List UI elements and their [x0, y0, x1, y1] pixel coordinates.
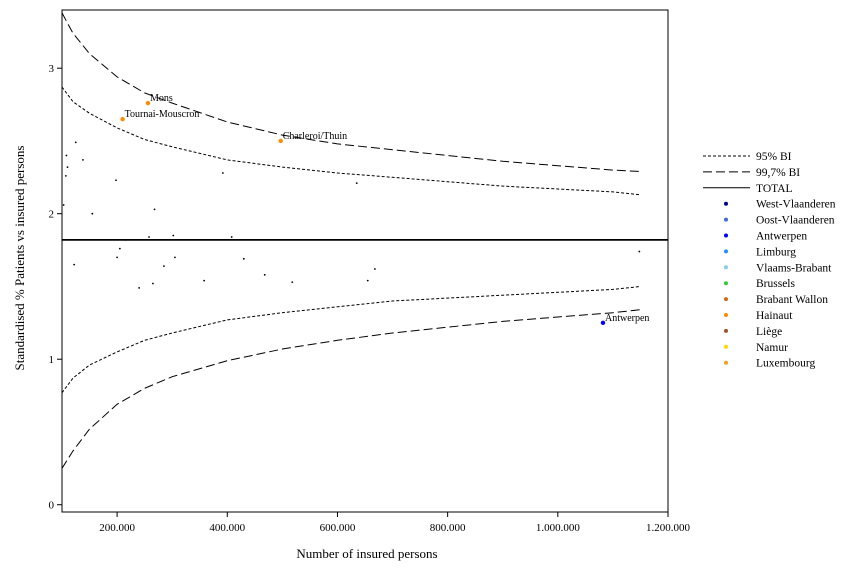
legend-label: Vlaams-Brabant	[756, 262, 832, 274]
legend-label: Liège	[756, 326, 782, 338]
data-point	[291, 281, 294, 283]
point-label: Tournai-Mouscron	[125, 109, 200, 120]
legend-label: 95% BI	[756, 151, 792, 163]
legend-label: Hainaut	[756, 310, 793, 322]
legend-dot-swatch	[724, 265, 728, 270]
data-point	[118, 247, 121, 250]
legend-label: Luxembourg	[756, 358, 815, 370]
legend-item: Brussels	[724, 278, 796, 290]
legend-dot-swatch	[724, 297, 728, 302]
legend-dot-swatch	[724, 328, 728, 333]
ci997-upper-line	[62, 12, 641, 172]
x-tick-label: 800.000	[430, 522, 466, 534]
legend-label: Limburg	[756, 246, 796, 258]
x-tick-label: 1.000.000	[536, 522, 581, 534]
legend-item: West-Vlaanderen	[724, 199, 836, 211]
legend-item: Hainaut	[724, 310, 793, 322]
y-tick-label: 0	[49, 500, 55, 512]
data-point	[115, 179, 117, 182]
data-point	[66, 166, 69, 169]
legend-item: TOTAL	[703, 183, 793, 195]
plot-frame	[61, 9, 669, 513]
legend-dot-swatch	[724, 249, 728, 254]
legend-item: Liège	[724, 326, 782, 338]
y-tick-label: 3	[49, 63, 55, 75]
legend-item: Oost-Vlaanderen	[724, 215, 835, 227]
data-point	[91, 212, 94, 215]
data-point	[138, 287, 141, 289]
data-point	[64, 174, 67, 177]
data-point	[172, 234, 175, 237]
highlighted-point	[120, 116, 125, 122]
legend-label: Brussels	[756, 278, 796, 290]
legend-dot-swatch	[724, 233, 728, 238]
legend-label: TOTAL	[756, 183, 793, 195]
legend-dot-swatch	[724, 344, 728, 349]
data-point	[65, 154, 68, 157]
data-point	[62, 204, 65, 206]
legend-item: Limburg	[724, 246, 796, 258]
point-label: Antwerpen	[605, 313, 649, 324]
x-tick-label: 200.000	[99, 522, 135, 534]
legend-label: Oost-Vlaanderen	[756, 215, 835, 227]
point-label: Charleroi/Thuin	[283, 131, 347, 142]
legend-dot-swatch	[724, 313, 728, 317]
highlighted-point	[600, 320, 606, 326]
legend-dot-swatch	[724, 281, 728, 286]
legend-item: 99,7% BI	[703, 167, 800, 179]
data-point	[263, 273, 266, 276]
legend-label: West-Vlaanderen	[756, 199, 836, 211]
data-point	[374, 268, 376, 270]
y-tick-label: 1	[49, 354, 55, 366]
legend-dot-swatch	[724, 360, 728, 365]
data-point	[366, 279, 369, 282]
x-tick-label: 400.000	[209, 522, 245, 534]
data-point	[203, 279, 206, 282]
legend-item: Brabant Wallon	[724, 294, 828, 306]
legend-label: Namur	[756, 342, 788, 354]
data-point	[174, 256, 176, 259]
legend-item: Antwerpen	[724, 231, 807, 243]
data-point	[124, 239, 127, 241]
data-point	[242, 257, 245, 260]
curves	[62, 12, 641, 469]
axes: 0 1 2 3 200.000 400.000 600.000 800.000 1.000.00…	[49, 9, 691, 534]
legend-dot-swatch	[724, 217, 728, 222]
data-point	[74, 141, 77, 144]
data-point	[153, 208, 156, 211]
legend-item: Luxembourg	[724, 358, 815, 370]
legend-item: Namur	[724, 342, 788, 354]
x-tick-label: 1.200.000	[646, 522, 691, 534]
x-tick-label: 600.000	[320, 522, 356, 534]
highlighted-point	[278, 138, 283, 144]
data-point	[221, 172, 224, 174]
legend-label: 99,7% BI	[756, 167, 800, 179]
legend-dot-swatch	[724, 201, 728, 206]
data-point	[230, 236, 233, 238]
legend-item: 95% BI	[703, 151, 792, 163]
point-label: Mons	[150, 93, 173, 104]
data-point	[116, 256, 118, 259]
ci95-lower-line	[62, 286, 641, 394]
y-tick-label: 2	[49, 209, 55, 221]
plot-area: Tournai-Mouscron Mons Charleroi/Thuin Antwe…	[62, 12, 668, 469]
data-point	[355, 182, 358, 185]
y-axis-title: Standardised % Patients vs insured perso…	[12, 146, 27, 371]
data-point	[82, 158, 84, 161]
data-point	[163, 265, 165, 267]
data-point	[638, 250, 641, 253]
ci95-upper-line	[62, 86, 641, 196]
data-point	[148, 236, 150, 238]
data-point	[73, 263, 76, 266]
x-axis-title: Number of insured persons	[296, 546, 437, 561]
legend: 95% BI 99,7% BI TOTAL West-Vlaanderen Oost-V…	[703, 151, 836, 370]
data-point	[152, 282, 154, 285]
legend-label: Brabant Wallon	[756, 294, 828, 306]
highlighted-point	[145, 100, 151, 106]
legend-item: Vlaams-Brabant	[724, 262, 832, 274]
legend-label: Antwerpen	[756, 231, 807, 243]
ci997-lower-line	[62, 309, 641, 469]
